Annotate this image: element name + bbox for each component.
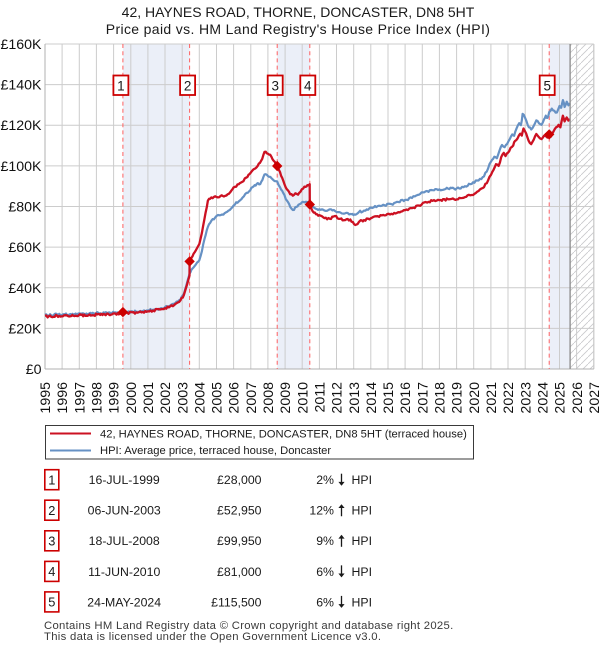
svg-text:HPI: HPI: [352, 504, 373, 518]
svg-text:2009: 2009: [278, 382, 294, 414]
svg-text:2015: 2015: [381, 382, 397, 414]
svg-text:3: 3: [271, 78, 279, 93]
svg-text:12%: 12%: [309, 504, 334, 518]
svg-text:£0: £0: [26, 362, 42, 378]
svg-text:£160K: £160K: [0, 37, 42, 53]
svg-text:£140K: £140K: [0, 78, 42, 94]
svg-text:2: 2: [48, 503, 55, 518]
svg-text:2006: 2006: [227, 382, 243, 414]
svg-text:£20K: £20K: [8, 321, 42, 337]
svg-text:9%: 9%: [316, 534, 334, 548]
svg-text:2018: 2018: [433, 382, 449, 414]
svg-text:HPI: HPI: [352, 534, 373, 548]
svg-text:2011: 2011: [313, 382, 329, 413]
svg-text:HPI: HPI: [352, 565, 373, 579]
svg-text:2013: 2013: [347, 382, 363, 414]
svg-text:2020: 2020: [467, 382, 483, 414]
svg-text:HPI: HPI: [352, 595, 373, 609]
svg-text:2026: 2026: [570, 382, 586, 414]
svg-text:£40K: £40K: [8, 281, 42, 297]
svg-text:2%: 2%: [316, 473, 334, 487]
svg-text:£52,950: £52,950: [217, 504, 262, 518]
svg-text:2014: 2014: [364, 382, 380, 414]
svg-text:£28,000: £28,000: [217, 473, 262, 487]
svg-text:06-JUN-2003: 06-JUN-2003: [88, 504, 161, 518]
svg-text:3: 3: [48, 533, 55, 548]
svg-text:2010: 2010: [295, 382, 311, 414]
svg-text:£100K: £100K: [0, 159, 42, 175]
svg-text:2023: 2023: [518, 382, 534, 414]
svg-text:5: 5: [543, 78, 551, 93]
svg-text:1: 1: [48, 472, 55, 487]
svg-text:1998: 1998: [90, 382, 106, 414]
svg-text:£81,000: £81,000: [217, 565, 262, 579]
svg-text:6%: 6%: [316, 565, 334, 579]
svg-text:2022: 2022: [501, 382, 517, 414]
svg-text:6%: 6%: [316, 595, 334, 609]
svg-text:2007: 2007: [244, 382, 260, 414]
svg-text:2: 2: [184, 78, 192, 93]
svg-text:2003: 2003: [175, 382, 191, 414]
svg-text:HPI: HPI: [352, 473, 373, 487]
svg-text:1995: 1995: [38, 382, 54, 414]
svg-text:Price paid vs. HM Land Registr: Price paid vs. HM Land Registry's House …: [106, 21, 490, 37]
svg-text:5: 5: [48, 595, 55, 610]
svg-text:1: 1: [117, 78, 125, 93]
svg-text:2000: 2000: [124, 382, 140, 414]
svg-text:1999: 1999: [107, 382, 123, 414]
svg-text:This data is licensed under th: This data is licensed under the Open Gov…: [44, 631, 381, 643]
svg-text:42, HAYNES ROAD, THORNE, DONCA: 42, HAYNES ROAD, THORNE, DONCASTER, DN8 …: [122, 4, 475, 20]
svg-text:18-JUL-2008: 18-JUL-2008: [89, 534, 160, 548]
svg-text:16-JUL-1999: 16-JUL-1999: [89, 473, 160, 487]
svg-text:1997: 1997: [72, 382, 88, 414]
svg-text:£99,950: £99,950: [217, 534, 262, 548]
svg-text:£120K: £120K: [0, 118, 42, 134]
svg-text:4: 4: [48, 564, 55, 579]
svg-text:24-MAY-2024: 24-MAY-2024: [87, 595, 161, 609]
svg-text:£115,500: £115,500: [211, 595, 262, 609]
svg-text:2016: 2016: [398, 382, 414, 414]
svg-text:2019: 2019: [450, 382, 466, 414]
svg-text:2021: 2021: [484, 382, 500, 414]
svg-text:HPI: Average price, terraced h: HPI: Average price, terraced house, Donc…: [100, 445, 331, 457]
svg-text:4: 4: [304, 78, 312, 93]
svg-text:1996: 1996: [55, 382, 71, 414]
svg-text:£80K: £80K: [8, 200, 42, 216]
svg-text:£60K: £60K: [8, 240, 42, 256]
svg-text:2001: 2001: [141, 382, 157, 414]
svg-text:2024: 2024: [535, 382, 551, 414]
svg-text:42, HAYNES ROAD, THORNE, DONCA: 42, HAYNES ROAD, THORNE, DONCASTER, DN8 …: [100, 429, 467, 441]
svg-text:2017: 2017: [415, 382, 431, 414]
svg-text:11-JUN-2010: 11-JUN-2010: [88, 565, 160, 579]
svg-text:2027: 2027: [587, 382, 600, 414]
svg-text:Contains HM Land Registry data: Contains HM Land Registry data © Crown c…: [44, 620, 454, 632]
svg-text:2004: 2004: [192, 382, 208, 414]
svg-text:2025: 2025: [553, 382, 569, 414]
svg-text:2005: 2005: [210, 382, 226, 414]
svg-text:2008: 2008: [261, 382, 277, 414]
svg-text:2002: 2002: [158, 382, 174, 414]
svg-text:2012: 2012: [330, 382, 346, 414]
